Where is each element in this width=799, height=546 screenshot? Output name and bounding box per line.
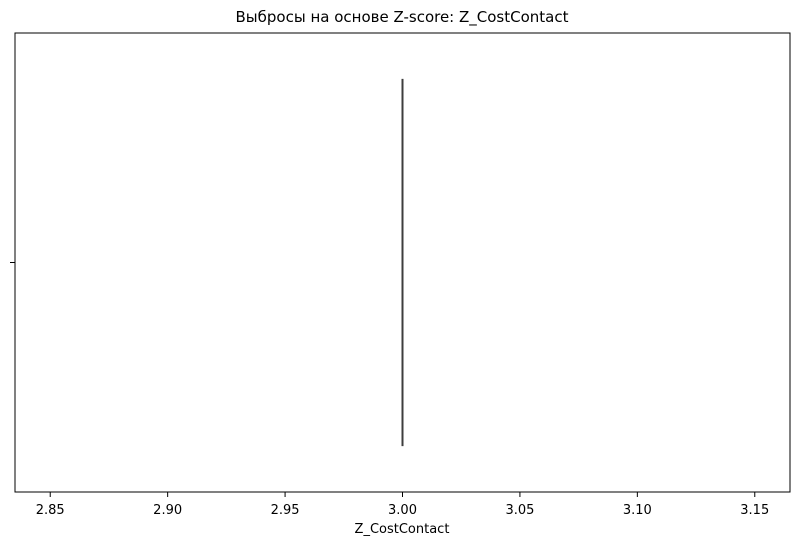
x-tick-label: 2.85	[36, 503, 65, 518]
x-tick-label: 3.00	[388, 503, 417, 518]
x-tick-label: 3.15	[740, 503, 769, 518]
chart-title: Выбросы на основе Z-score: Z_CostContact	[236, 8, 569, 27]
x-tick-label: 3.10	[623, 503, 652, 518]
x-tick-label: 2.95	[271, 503, 300, 518]
x-axis: 2.85 2.90 2.95 3.00 3.05 3.10 3.15	[36, 492, 769, 518]
x-tick-label: 2.90	[153, 503, 182, 518]
x-axis-label: Z_CostContact	[355, 522, 450, 537]
x-tick-label: 3.05	[505, 503, 534, 518]
